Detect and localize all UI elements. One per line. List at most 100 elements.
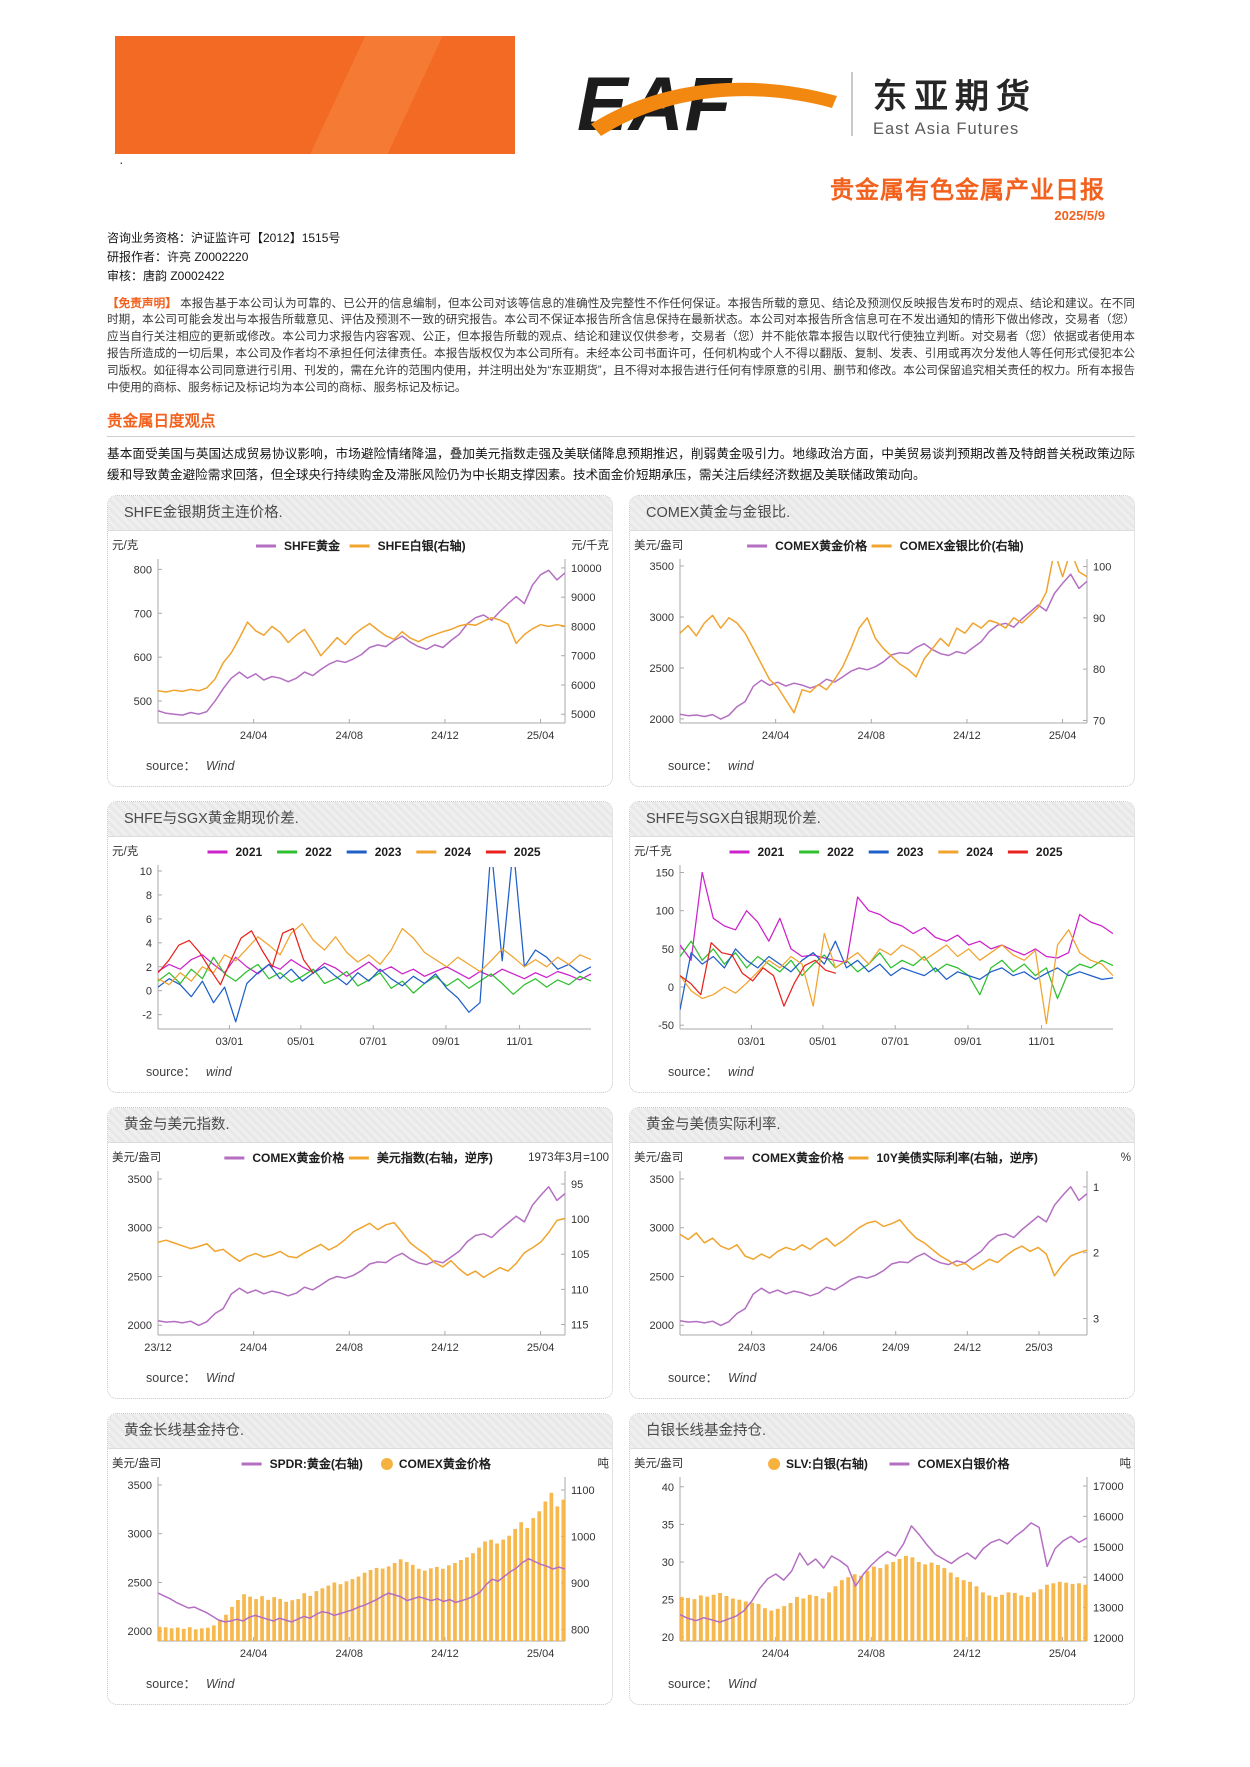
chart-title: COMEX黄金与金银比. [630, 496, 1134, 532]
chart-title: 黄金与美元指数. [108, 1108, 612, 1144]
svg-text:8000: 8000 [571, 622, 595, 634]
svg-text:24/12: 24/12 [954, 1342, 982, 1354]
svg-text:24/04: 24/04 [240, 1342, 268, 1354]
meta-qualification: 咨询业务资格：沪证监许可【2012】1515号 [107, 231, 341, 245]
svg-text:COMEX白银价格: COMEX白银价格 [917, 1456, 1010, 1471]
chart-canvas: 2000 2500 3000 3500 800 900 1000 1100 24/04 24/08… [108, 1449, 612, 1671]
chart-source: source： wind [108, 1059, 612, 1080]
chart-title: 白银长线基金持仓. [630, 1414, 1134, 1450]
logo-divider [851, 72, 853, 136]
svg-text:3500: 3500 [128, 1480, 152, 1492]
svg-text:24/12: 24/12 [953, 730, 981, 742]
source-name: wind [728, 759, 754, 774]
svg-text:3000: 3000 [128, 1223, 152, 1235]
chart-title: 黄金长线基金持仓. [108, 1414, 612, 1450]
svg-text:24/04: 24/04 [240, 1648, 268, 1660]
svg-text:COMEX黄金价格: COMEX黄金价格 [252, 1150, 345, 1165]
svg-text:70: 70 [1093, 716, 1105, 728]
chart-title: SHFE与SGX黄金期现价差. [108, 802, 612, 838]
svg-text:11/01: 11/01 [1028, 1036, 1055, 1048]
svg-text:25/04: 25/04 [527, 1648, 555, 1660]
svg-text:24/09: 24/09 [882, 1342, 910, 1354]
chart-canvas: 2000 2500 3000 3500 70 80 90 100 24/04 24/08 24/12… [630, 531, 1134, 753]
swoosh-icon [591, 82, 837, 136]
svg-text:COMEX金银比价(右轴): COMEX金银比价(右轴) [900, 538, 1024, 553]
disclaimer-label: 【免责声明】 [107, 296, 177, 310]
daily-commentary: 基本面受美国与英国达成贸易协议影响，市场避险情绪降温，叠加美元指数走强及美联储降… [107, 447, 1135, 482]
svg-text:17000: 17000 [1093, 1481, 1124, 1493]
svg-text:16000: 16000 [1093, 1512, 1124, 1524]
svg-text:24/12: 24/12 [953, 1648, 981, 1660]
svg-text:11/01: 11/01 [506, 1036, 533, 1048]
svg-text:COMEX黄金价格: COMEX黄金价格 [399, 1456, 492, 1471]
svg-text:80: 80 [1093, 664, 1105, 676]
svg-text:2500: 2500 [128, 1272, 152, 1284]
svg-text:50: 50 [662, 944, 674, 956]
brand-name-cn: 东亚期货 [873, 78, 1037, 116]
chart-source: source： Wind [108, 1671, 612, 1692]
decorative-dot: · [119, 154, 124, 170]
chart-title: SHFE与SGX白银期现价差. [630, 802, 1134, 838]
brand-name-en: East Asia Futures [873, 120, 1020, 138]
chart-canvas: 500 600 700 800 5000 6000 7000 8000 9000 10000 24/… [108, 531, 612, 753]
report-date: 2025/5/9 [1054, 208, 1105, 223]
report-header: EAF 东亚期货 East Asia Futures [107, 36, 1135, 154]
svg-text:10: 10 [140, 866, 152, 878]
source-label: source： [668, 1065, 719, 1080]
chart-panel-comex-gold-ratio: COMEX黄金与金银比. 2000 2500 3000 3500 70 80 90 100 24… [629, 495, 1135, 788]
chart-panel-silver-basis: SHFE与SGX白银期现价差. -50 0 50 100 150 03/01 05/01 07… [629, 801, 1135, 1094]
svg-text:10Y美债实际利率(右轴，逆序): 10Y美债实际利率(右轴，逆序) [877, 1150, 1038, 1165]
source-name: wind [728, 1065, 754, 1080]
svg-text:07/01: 07/01 [881, 1036, 909, 1048]
svg-text:SPDR:黄金(右轴): SPDR:黄金(右轴) [270, 1456, 363, 1471]
svg-text:115: 115 [571, 1320, 589, 1332]
chart-source: source： wind [630, 1059, 1134, 1080]
source-name: Wind [728, 1371, 757, 1386]
svg-text:90: 90 [1093, 613, 1105, 625]
brand-color-block [115, 36, 515, 154]
svg-text:24/04: 24/04 [762, 730, 790, 742]
svg-text:800: 800 [571, 1625, 589, 1637]
svg-text:SHFE黄金: SHFE黄金 [284, 538, 341, 553]
svg-text:2021: 2021 [758, 845, 785, 859]
svg-text:14000: 14000 [1093, 1572, 1124, 1584]
svg-text:6000: 6000 [571, 680, 595, 692]
svg-text:1: 1 [1093, 1182, 1099, 1194]
report-page: EAF 东亚期货 East Asia Futures · 贵金属有色金属产业日报… [107, 36, 1135, 1706]
svg-text:150: 150 [656, 868, 674, 880]
svg-text:美元/盎司: 美元/盎司 [112, 1456, 161, 1470]
svg-text:09/01: 09/01 [432, 1036, 460, 1048]
svg-text:2022: 2022 [827, 845, 854, 859]
svg-text:07/01: 07/01 [359, 1036, 387, 1048]
svg-text:3000: 3000 [650, 612, 674, 624]
svg-text:2023: 2023 [897, 845, 924, 859]
svg-text:%: % [1121, 1152, 1131, 1164]
svg-text:24/08: 24/08 [336, 730, 364, 742]
chart-panel-silver-fund-holdings: 白银长线基金持仓. 20 25 30 35 40 12000 13000 14000 15000… [629, 1413, 1135, 1706]
svg-text:24/06: 24/06 [810, 1342, 838, 1354]
chart-panel-shfe-gold-silver: SHFE金银期货主连价格. 500 600 700 800 5000 6000 7000 80… [107, 495, 613, 788]
svg-text:0: 0 [668, 982, 674, 994]
svg-text:美元/盎司: 美元/盎司 [634, 1150, 683, 1164]
report-title-block: 贵金属有色金属产业日报 2025/5/9 [107, 170, 1135, 223]
source-name: Wind [728, 1677, 757, 1692]
svg-text:2021: 2021 [236, 845, 263, 859]
svg-text:2025: 2025 [514, 845, 541, 859]
svg-text:2500: 2500 [650, 663, 674, 675]
source-label: source： [668, 759, 719, 774]
svg-text:25/04: 25/04 [527, 1342, 555, 1354]
svg-text:25/03: 25/03 [1025, 1342, 1053, 1354]
svg-text:23/12: 23/12 [144, 1342, 172, 1354]
chart-title: 黄金与美债实际利率. [630, 1108, 1134, 1144]
svg-text:12000: 12000 [1093, 1633, 1124, 1645]
svg-text:25: 25 [662, 1595, 674, 1607]
report-title: 贵金属有色金属产业日报 [830, 177, 1105, 204]
svg-text:3000: 3000 [128, 1529, 152, 1541]
chart-source: source： Wind [108, 753, 612, 774]
source-label: source： [146, 1065, 197, 1080]
svg-text:2500: 2500 [650, 1272, 674, 1284]
svg-text:500: 500 [134, 696, 152, 708]
svg-text:20: 20 [662, 1632, 674, 1644]
svg-text:元/克: 元/克 [112, 845, 139, 858]
brand-text: 东亚期货 East Asia Futures [873, 69, 1037, 139]
